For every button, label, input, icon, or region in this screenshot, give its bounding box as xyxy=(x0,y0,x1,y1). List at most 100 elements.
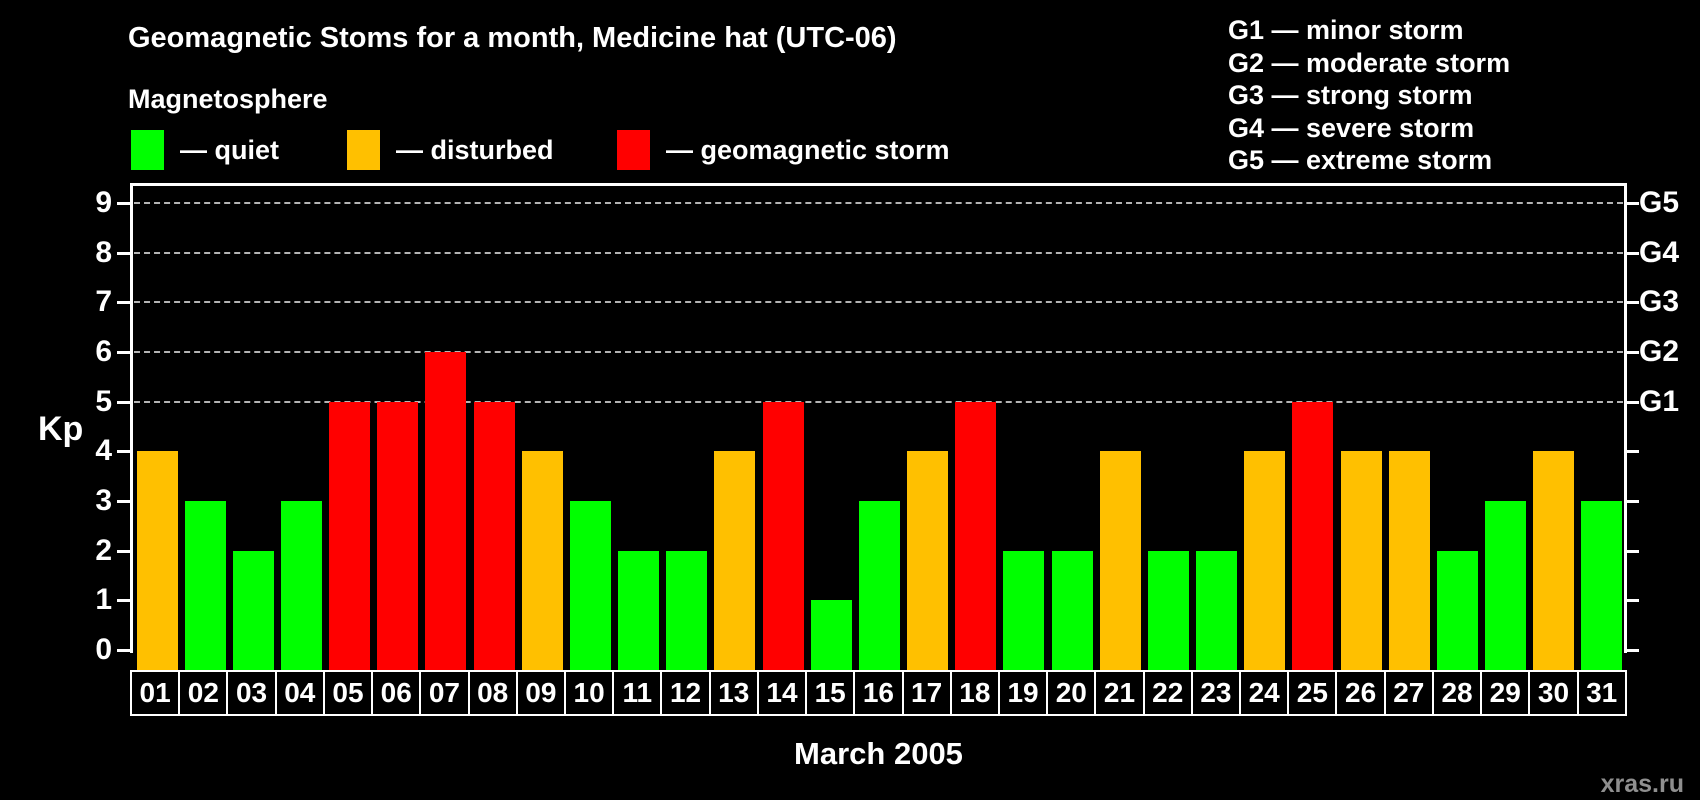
gridline-kp-6 xyxy=(134,350,1623,353)
y-axis-label-9: 9 xyxy=(95,185,112,219)
left-tick-4 xyxy=(117,450,130,454)
left-tick-3 xyxy=(117,499,130,503)
day-label-01: 01 xyxy=(132,672,181,714)
legend-item-quiet: — quiet xyxy=(131,130,279,170)
day-label-10: 10 xyxy=(566,672,615,714)
bar-day-31 xyxy=(1581,500,1623,670)
day-label-06: 06 xyxy=(373,672,422,714)
bar-day-01 xyxy=(136,451,178,670)
gridline-kp-7 xyxy=(134,301,1623,304)
day-label-20: 20 xyxy=(1048,672,1097,714)
bar-day-21 xyxy=(1099,451,1141,670)
legend-item-label: — quiet xyxy=(180,134,279,165)
x-axis-title: March 2005 xyxy=(794,736,963,771)
y-axis-label-2: 2 xyxy=(95,533,112,567)
right-axis-label-G5: G5 xyxy=(1639,185,1680,219)
bar-day-13 xyxy=(714,451,756,670)
bar-day-24 xyxy=(1244,451,1286,670)
gridline-kp-9 xyxy=(134,201,1623,204)
right-tick-2 xyxy=(1626,549,1639,553)
y-axis-label-4: 4 xyxy=(95,434,112,468)
right-tick-4 xyxy=(1626,450,1639,454)
bar-day-02 xyxy=(184,500,226,670)
g-scale-legend-row: G3 — strong storm xyxy=(1228,80,1473,110)
bar-day-16 xyxy=(858,500,900,670)
day-label-24: 24 xyxy=(1241,672,1290,714)
left-tick-5 xyxy=(117,400,130,404)
g-scale-legend: G1 — minor storm G2 — moderate storm G3 … xyxy=(1228,14,1510,177)
right-tick-0 xyxy=(1626,649,1639,652)
bar-day-07 xyxy=(425,351,467,670)
day-label-04: 04 xyxy=(277,672,325,714)
day-label-26: 26 xyxy=(1337,672,1386,714)
left-tick-2 xyxy=(117,549,130,553)
day-label-12: 12 xyxy=(662,672,711,714)
day-label-13: 13 xyxy=(711,672,759,714)
g-scale-legend-row: G5 — extreme storm xyxy=(1228,145,1493,175)
legend-heading: Magnetosphere xyxy=(128,84,328,114)
right-tick-9 xyxy=(1626,201,1639,205)
y-axis-label-7: 7 xyxy=(95,285,112,319)
y-axis-label-5: 5 xyxy=(95,384,112,418)
bar-day-26 xyxy=(1340,451,1382,670)
left-tick-1 xyxy=(117,599,130,603)
gridline-kp-8 xyxy=(134,251,1623,254)
right-tick-8 xyxy=(1626,251,1639,255)
chart-title: Geomagnetic Stoms for a month, Medicine … xyxy=(128,22,897,54)
bar-day-23 xyxy=(1196,550,1238,670)
day-label-17: 17 xyxy=(904,672,952,714)
y-axis-label-3: 3 xyxy=(95,483,112,517)
legend-item-disturbed: — disturbed xyxy=(347,130,554,170)
bar-day-18 xyxy=(955,401,997,670)
plot-top-border xyxy=(130,183,1627,186)
bar-day-09 xyxy=(521,451,563,670)
day-label-07: 07 xyxy=(421,672,470,714)
day-label-31: 31 xyxy=(1586,677,1618,708)
day-label-11: 11 xyxy=(614,672,663,714)
right-tick-6 xyxy=(1626,350,1639,354)
y-axis-label-6: 6 xyxy=(95,334,112,368)
day-label-22: 22 xyxy=(1145,672,1193,714)
bar-day-28 xyxy=(1436,550,1478,670)
day-label-03: 03 xyxy=(228,672,277,714)
bar-day-03 xyxy=(232,550,274,670)
bar-day-30 xyxy=(1533,451,1575,670)
disturbed-color-swatch xyxy=(347,130,380,170)
storm-color-swatch xyxy=(617,130,650,170)
day-label-25: 25 xyxy=(1289,672,1338,714)
right-tick-5 xyxy=(1626,400,1639,404)
day-label-19: 19 xyxy=(1000,672,1049,714)
right-tick-3 xyxy=(1626,499,1639,503)
legend-item-label: — geomagnetic storm xyxy=(666,134,950,165)
bar-day-27 xyxy=(1388,451,1430,670)
day-label-18: 18 xyxy=(952,672,1000,714)
day-label-30: 30 xyxy=(1530,672,1579,714)
bar-day-14 xyxy=(762,401,804,670)
day-label-05: 05 xyxy=(325,672,374,714)
bar-day-17 xyxy=(907,451,949,670)
bar-day-05 xyxy=(329,401,371,670)
left-tick-8 xyxy=(117,251,130,255)
day-label-28: 28 xyxy=(1434,672,1483,714)
g-scale-legend-row: G2 — moderate storm xyxy=(1228,47,1511,78)
gridline-kp-5 xyxy=(134,400,1623,403)
y-axis-label-1: 1 xyxy=(95,583,112,617)
left-tick-7 xyxy=(117,301,130,305)
day-label-09: 09 xyxy=(518,672,566,714)
legend-item-storm: — geomagnetic storm xyxy=(617,130,950,170)
left-axis-line xyxy=(130,183,133,653)
watermark: xras.ru xyxy=(1600,770,1684,798)
right-tick-7 xyxy=(1626,301,1639,305)
day-label-27: 27 xyxy=(1386,672,1434,714)
day-label-23: 23 xyxy=(1193,672,1242,714)
bar-day-10 xyxy=(569,500,611,670)
right-axis-label-G1: G1 xyxy=(1639,384,1680,418)
day-label-15: 15 xyxy=(807,672,856,714)
day-label-08: 08 xyxy=(470,672,518,714)
bar-day-15 xyxy=(810,600,852,670)
day-label-14: 14 xyxy=(759,672,808,714)
bar-day-22 xyxy=(1147,550,1189,670)
right-axis-line xyxy=(1624,183,1627,653)
right-axis-label-G2: G2 xyxy=(1639,334,1680,368)
